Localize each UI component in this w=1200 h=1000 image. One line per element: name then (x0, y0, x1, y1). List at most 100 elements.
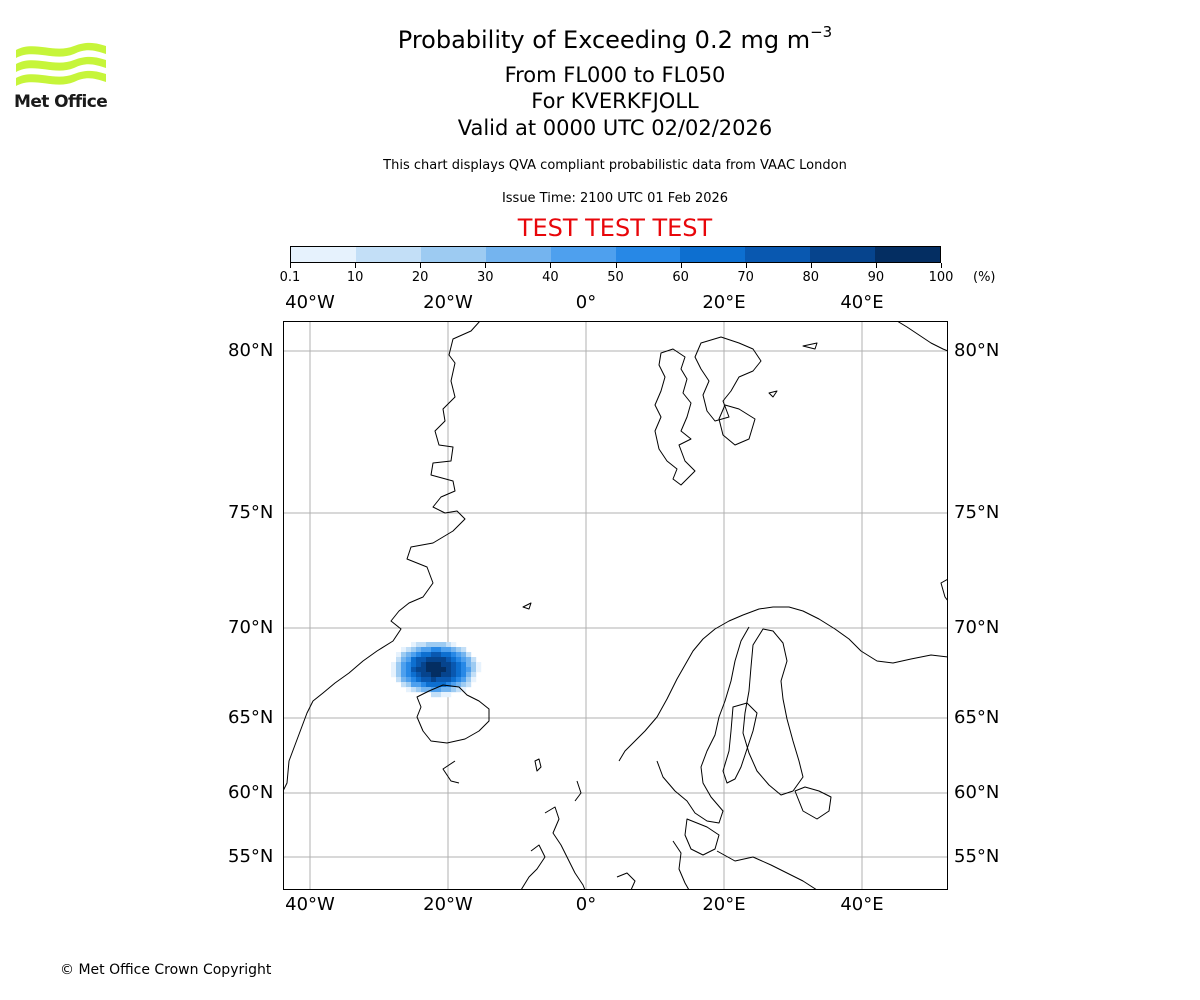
plume-cell (426, 657, 432, 663)
plume-cell (411, 667, 417, 673)
plume-cell (426, 652, 432, 658)
plume-cell (446, 682, 452, 688)
plume-cell (446, 687, 452, 693)
colorbar-tick (875, 263, 877, 268)
plume-cell (451, 672, 457, 678)
plume-cell (416, 642, 422, 648)
iceland-coast (416, 684, 490, 744)
longitude-label: 20°E (702, 292, 746, 313)
colorbar-segment (291, 247, 356, 262)
longitude-label: 40°W (285, 292, 335, 313)
valid-time: Valid at 0000 UTC 02/02/2026 (457, 116, 773, 140)
plume-cell (431, 647, 437, 653)
colorbar-unit: (%) (973, 270, 996, 285)
copyright-notice: © Met Office Crown Copyright (60, 962, 272, 978)
plume-cell (416, 652, 422, 658)
latitude-label: 75°N (954, 502, 1000, 523)
volcano-name: For KVERKFJOLL (531, 89, 699, 113)
plume-cell (426, 642, 432, 648)
longitude-label: 20°E (702, 894, 746, 915)
ash-probability-plume (391, 642, 482, 698)
gridlines (283, 321, 948, 890)
colorbar-tick-label: 50 (607, 270, 624, 285)
colorbar-tick-label: 90 (867, 270, 885, 285)
plume-cell (451, 647, 457, 653)
latitude-label: 55°N (228, 846, 274, 867)
plume-cell (461, 657, 467, 663)
plume-cell (426, 662, 432, 668)
plume-cell (401, 662, 407, 668)
plume-cell (431, 662, 437, 668)
plume-cell (456, 652, 462, 658)
colorbar-tick (941, 263, 942, 268)
plume-cell (451, 662, 457, 668)
latitude-label: 75°N (228, 502, 274, 523)
plume-cell (391, 667, 397, 673)
colorbar-segment (810, 247, 876, 262)
plume-cell (431, 692, 437, 698)
plume-cell (421, 672, 427, 678)
plume-cell (421, 682, 427, 688)
longitude-label: 0° (575, 894, 597, 915)
plume-cell (421, 667, 427, 673)
plume-cell (421, 662, 427, 668)
plume-cell (411, 672, 417, 678)
latitude-label: 65°N (228, 707, 274, 728)
colorbar-tick-label: 0.1 (279, 270, 301, 285)
plume-cell (436, 687, 442, 693)
colorbar-segment (615, 247, 681, 262)
plume-cell (411, 642, 417, 648)
plume-cell (446, 672, 452, 678)
plume-cell (431, 677, 437, 683)
plume-cell (436, 647, 442, 653)
plume-cell (431, 642, 437, 648)
plume-cell (401, 677, 407, 683)
latitude-label: 60°N (954, 782, 1000, 803)
plume-cell (441, 687, 447, 693)
plume-cell (421, 657, 427, 663)
longitude-label: 20°W (423, 292, 473, 313)
plume-cell (436, 667, 442, 673)
plume-cell (446, 652, 452, 658)
colorbar-segment (875, 247, 941, 262)
colorbar-tick (810, 263, 812, 268)
colorbar-tick (550, 263, 552, 268)
latitude-label: 65°N (954, 707, 1000, 728)
flight-level-range: From FL000 to FL050 (504, 63, 726, 87)
longitude-label: 40°E (840, 292, 884, 313)
plume-cell (441, 692, 447, 698)
plume-cell (401, 682, 407, 688)
plume-cell (436, 642, 442, 648)
issue-time: Issue Time: 2100 UTC 01 Feb 2026 (501, 191, 729, 206)
map-canvas (283, 321, 948, 890)
plume-cell (451, 652, 457, 658)
plume-cell (446, 647, 452, 653)
plume-cell (436, 662, 442, 668)
plume-cell (406, 687, 412, 693)
plume-cell (396, 652, 402, 658)
colorbar-tick-label: 40 (542, 270, 559, 285)
plume-cell (401, 667, 407, 673)
plume-cell (411, 647, 417, 653)
colorbar-segment (550, 247, 616, 262)
plume-cell (411, 682, 417, 688)
plume-cell (446, 667, 452, 673)
longitude-label: 20°W (423, 894, 473, 915)
colorbar-tick (355, 263, 357, 268)
plume-cell (391, 672, 397, 678)
plume-cell (461, 687, 467, 693)
plume-cell (456, 687, 462, 693)
plume-cell (451, 642, 457, 648)
colorbar-tick-label: 60 (672, 270, 689, 285)
plume-cell (441, 652, 447, 658)
plume-cell (441, 642, 447, 648)
plume-cell (396, 677, 402, 683)
plume-cell (421, 652, 427, 658)
colorbar-tick-label: 30 (477, 270, 494, 285)
plume-cell (431, 672, 437, 678)
colorbar-segment (355, 247, 421, 262)
plume-cell (401, 647, 407, 653)
plume-cell (441, 662, 447, 668)
plume-cell (416, 647, 422, 653)
plume-cell (461, 652, 467, 658)
